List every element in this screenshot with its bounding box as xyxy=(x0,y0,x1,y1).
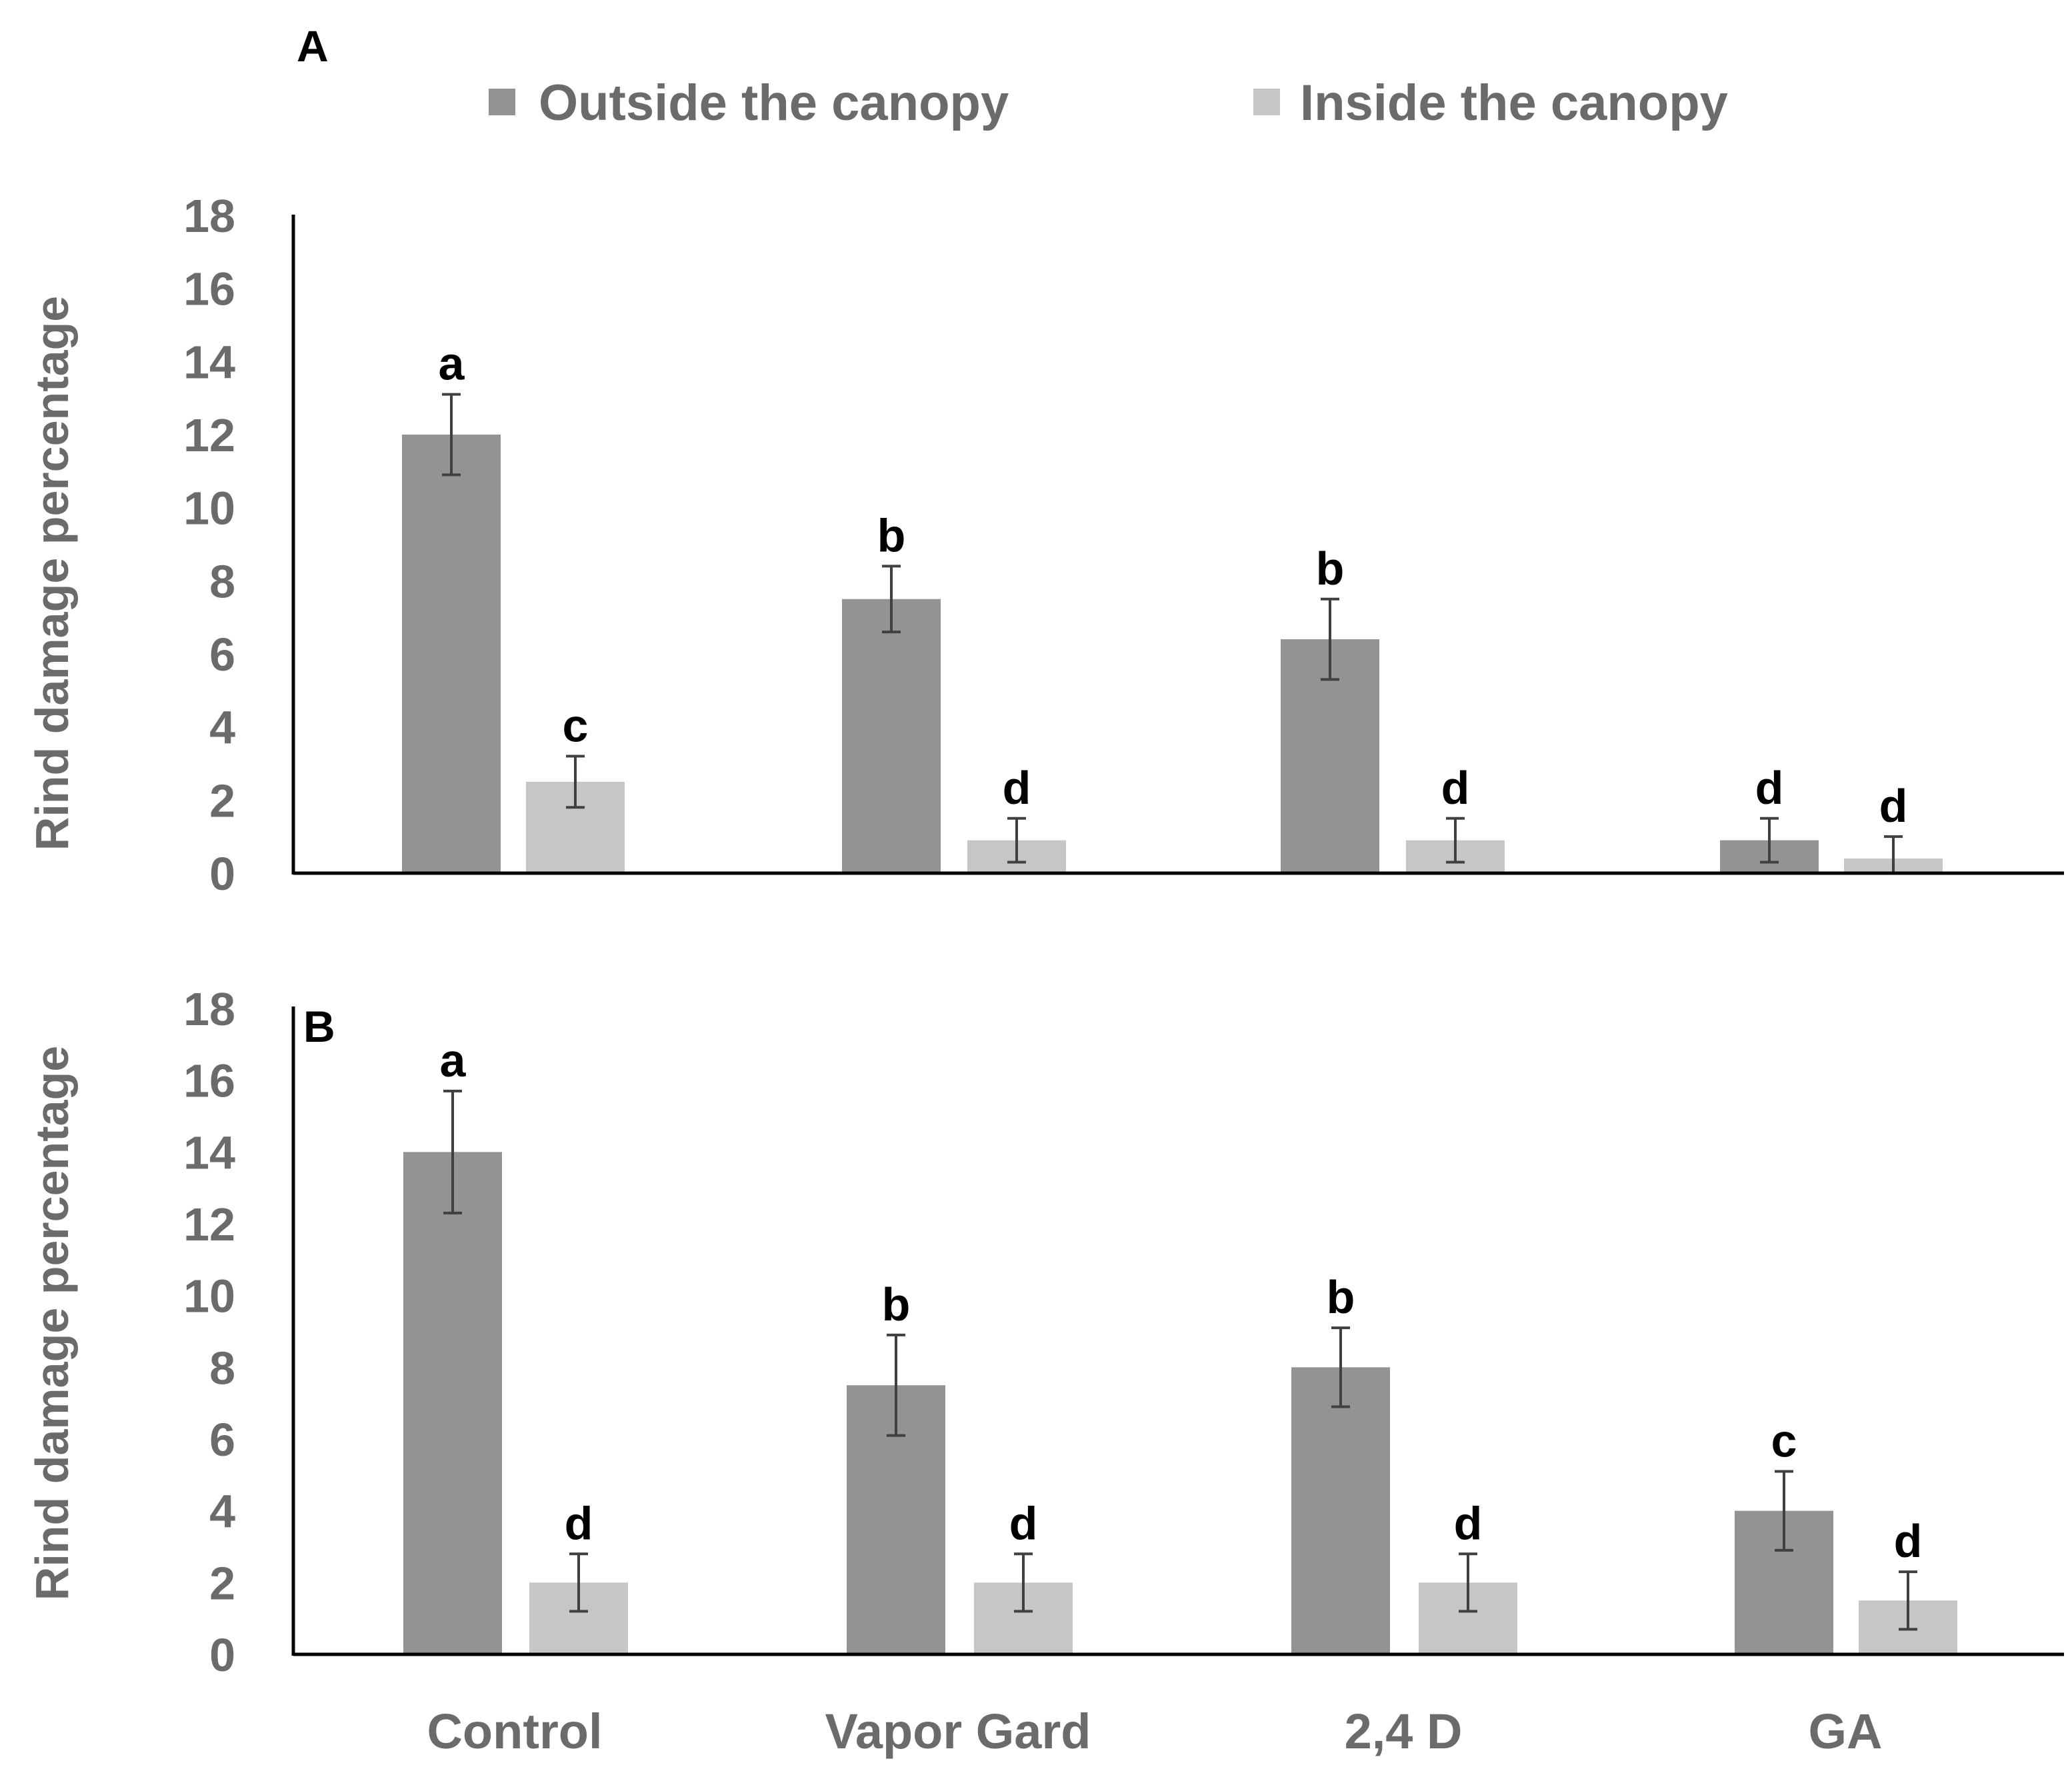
panel-a-y-ticks: 0 2 4 6 8 10 12 14 16 18 xyxy=(183,190,235,900)
panel-b-y-tick-label: 10 xyxy=(183,1270,235,1322)
panel-b-y-tick-label: 2 xyxy=(209,1557,235,1609)
panel-b-bar-outside xyxy=(1291,1367,1390,1654)
panel-b-significance-letter-outside: a xyxy=(440,1034,467,1086)
legend: Outside the canopy Inside the canopy xyxy=(489,75,1728,131)
category-label: Control xyxy=(427,1704,602,1759)
panel-a-significance-letter-outside: b xyxy=(1316,543,1345,595)
panel-a-y-tick-label: 10 xyxy=(183,483,235,535)
panel-a-y-tick-label: 0 xyxy=(209,848,235,900)
panel-a-significance-letter-inside: d xyxy=(1879,780,1908,832)
panel-b-significance-letter-inside: d xyxy=(1009,1497,1038,1549)
panel-a-y-tick-label: 2 xyxy=(209,775,235,827)
panel-a-bar-outside xyxy=(842,599,941,873)
panel-b-y-axis-title: Rind damage percentage xyxy=(26,1046,78,1600)
panel-b-significance-letter-outside: b xyxy=(1327,1271,1355,1323)
category-label: GA xyxy=(1809,1704,1883,1759)
panel-b-y-ticks: 0 2 4 6 8 10 12 14 16 18 xyxy=(183,983,235,1681)
panel-b-y-tick-label: 18 xyxy=(183,983,235,1035)
legend-swatch-inside xyxy=(1253,89,1280,115)
panel-a-y-tick-label: 14 xyxy=(183,336,235,388)
panel-b-y-tick-label: 14 xyxy=(183,1126,235,1178)
panel-b-y-tick-label: 6 xyxy=(209,1414,235,1466)
panel-b-y-tick-label: 4 xyxy=(209,1486,235,1538)
panel-b-significance-letter-outside: b xyxy=(882,1278,911,1330)
legend-label-inside: Inside the canopy xyxy=(1300,75,1728,131)
panel-a-significance-letter-outside: b xyxy=(877,509,906,561)
panel-a-significance-letter-inside: c xyxy=(563,700,589,752)
panel-b-y-tick-label: 16 xyxy=(183,1055,235,1107)
legend-swatch-outside xyxy=(489,89,515,115)
panel-b-significance-letter-inside: d xyxy=(1894,1515,1923,1567)
panel-b-bars: a b b c d d d d xyxy=(403,1034,1957,1654)
panel-b-y-tick-label: 12 xyxy=(183,1198,235,1250)
panel-b: B Rind damage percentage 0 2 4 6 8 10 12 14 16 18… xyxy=(26,983,2064,1681)
category-label: Vapor Gard xyxy=(825,1704,1091,1759)
panel-a-y-tick-label: 16 xyxy=(183,263,235,315)
legend-label-outside: Outside the canopy xyxy=(539,75,1009,131)
category-label: 2,4 D xyxy=(1345,1704,1463,1759)
panel-a-y-tick-label: 12 xyxy=(183,409,235,461)
panel-b-y-tick-label: 8 xyxy=(209,1342,235,1394)
panel-b-significance-letter-inside: d xyxy=(565,1497,593,1549)
panel-a-bars: a b b d c d d d xyxy=(402,338,1943,875)
panel-a-significance-letter-outside: a xyxy=(439,338,465,390)
panel-b-bar-outside xyxy=(403,1152,502,1654)
panel-a-label: A xyxy=(297,21,329,71)
panel-b-y-tick-label: 0 xyxy=(209,1629,235,1681)
panel-a: A Rind damage percentage 0 2 4 6 8 10 12 14 16 18… xyxy=(26,21,2064,900)
panel-a-y-axis-title: Rind damage percentage xyxy=(26,296,78,851)
panel-a-significance-letter-outside: d xyxy=(1755,762,1784,814)
panel-b-label: B xyxy=(303,1002,335,1051)
panel-a-y-tick-label: 6 xyxy=(209,629,235,681)
panel-a-y-tick-label: 8 xyxy=(209,555,235,607)
category-labels: Control Vapor Gard 2,4 D GA xyxy=(427,1704,1882,1759)
panel-b-significance-letter-inside: d xyxy=(1454,1497,1483,1549)
panel-a-significance-letter-inside: d xyxy=(1003,762,1031,814)
panel-a-significance-letter-inside: d xyxy=(1441,762,1470,814)
panel-a-y-tick-label: 18 xyxy=(183,190,235,242)
panel-b-significance-letter-outside: c xyxy=(1771,1414,1797,1466)
panel-a-y-tick-label: 4 xyxy=(209,702,235,754)
panel-a-bar-outside xyxy=(402,435,501,873)
